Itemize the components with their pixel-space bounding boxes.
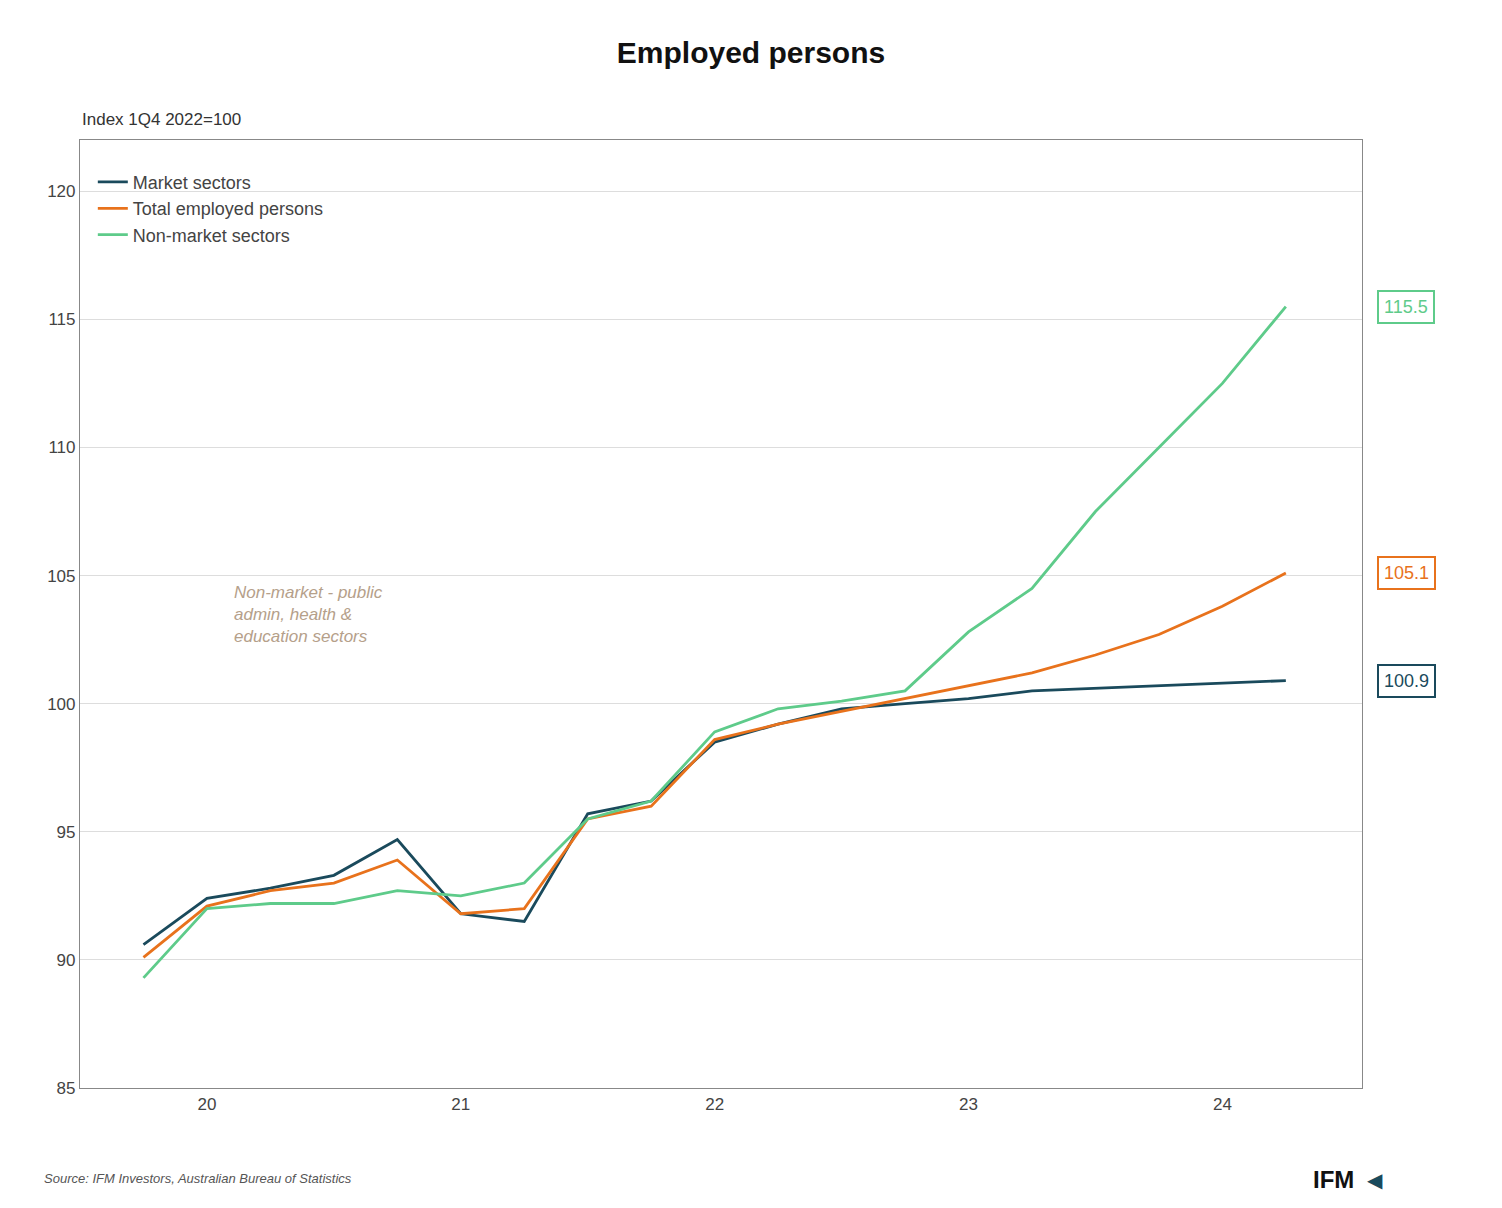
- svg-text:105: 105: [47, 567, 75, 586]
- svg-text:24: 24: [1213, 1095, 1232, 1114]
- svg-text:Market sectors: Market sectors: [133, 173, 251, 193]
- svg-text:105.1: 105.1: [1384, 563, 1429, 583]
- svg-text:120: 120: [47, 182, 75, 201]
- svg-text:Index 1Q4 2022=100: Index 1Q4 2022=100: [82, 110, 241, 129]
- svg-text:21: 21: [451, 1095, 470, 1114]
- svg-text:23: 23: [959, 1095, 978, 1114]
- svg-text:◀: ◀: [1367, 1168, 1383, 1192]
- svg-text:85: 85: [57, 1079, 76, 1098]
- svg-text:100.9: 100.9: [1384, 671, 1429, 691]
- svg-text:110: 110: [48, 438, 75, 457]
- svg-text:IFM: IFM: [1313, 1166, 1354, 1193]
- svg-text:115.5: 115.5: [1384, 297, 1428, 317]
- svg-text:Employed persons: Employed persons: [617, 36, 885, 69]
- svg-text:22: 22: [705, 1095, 724, 1114]
- svg-text:Non-market sectors: Non-market sectors: [133, 226, 290, 246]
- svg-text:95: 95: [57, 823, 76, 842]
- svg-text:Source: IFM Investors, Austral: Source: IFM Investors, Australian Bureau…: [44, 1171, 352, 1186]
- svg-text:20: 20: [197, 1095, 216, 1114]
- svg-text:115: 115: [48, 310, 75, 329]
- svg-text:90: 90: [57, 951, 76, 970]
- svg-text:Total employed persons: Total employed persons: [133, 199, 323, 219]
- svg-text:100: 100: [47, 695, 75, 714]
- svg-text:Non-market - publicadmin, heal: Non-market - publicadmin, health &educat…: [234, 583, 383, 646]
